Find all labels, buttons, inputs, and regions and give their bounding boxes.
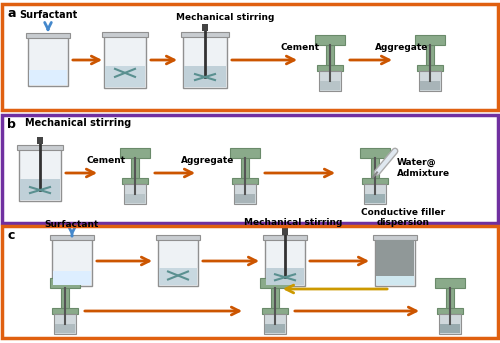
FancyBboxPatch shape bbox=[120, 148, 150, 158]
FancyBboxPatch shape bbox=[426, 45, 434, 65]
FancyBboxPatch shape bbox=[265, 236, 305, 286]
FancyBboxPatch shape bbox=[373, 235, 417, 240]
Text: a: a bbox=[7, 7, 16, 20]
Text: Aggregate: Aggregate bbox=[376, 43, 428, 52]
FancyBboxPatch shape bbox=[104, 33, 146, 87]
FancyBboxPatch shape bbox=[282, 228, 288, 235]
Text: Surfactant: Surfactant bbox=[19, 10, 77, 20]
FancyBboxPatch shape bbox=[102, 32, 148, 36]
FancyBboxPatch shape bbox=[17, 144, 63, 150]
FancyBboxPatch shape bbox=[262, 308, 288, 314]
Text: Cement: Cement bbox=[86, 156, 126, 165]
FancyBboxPatch shape bbox=[417, 65, 443, 71]
FancyBboxPatch shape bbox=[260, 278, 290, 288]
FancyBboxPatch shape bbox=[360, 148, 390, 158]
FancyBboxPatch shape bbox=[263, 235, 307, 240]
FancyBboxPatch shape bbox=[181, 32, 229, 36]
Text: Cement: Cement bbox=[280, 43, 320, 52]
FancyBboxPatch shape bbox=[371, 158, 379, 178]
FancyBboxPatch shape bbox=[28, 34, 68, 86]
FancyBboxPatch shape bbox=[446, 288, 454, 308]
FancyBboxPatch shape bbox=[315, 35, 345, 45]
FancyBboxPatch shape bbox=[365, 194, 385, 203]
FancyBboxPatch shape bbox=[362, 178, 388, 184]
FancyBboxPatch shape bbox=[364, 184, 386, 204]
FancyBboxPatch shape bbox=[54, 314, 76, 334]
FancyBboxPatch shape bbox=[125, 194, 145, 203]
FancyBboxPatch shape bbox=[319, 71, 341, 91]
FancyBboxPatch shape bbox=[53, 271, 91, 285]
FancyBboxPatch shape bbox=[122, 178, 148, 184]
FancyBboxPatch shape bbox=[376, 275, 414, 285]
FancyBboxPatch shape bbox=[124, 184, 146, 204]
FancyBboxPatch shape bbox=[202, 24, 208, 31]
FancyBboxPatch shape bbox=[29, 70, 67, 85]
FancyBboxPatch shape bbox=[159, 268, 197, 285]
FancyBboxPatch shape bbox=[419, 71, 441, 91]
FancyBboxPatch shape bbox=[19, 145, 61, 201]
FancyBboxPatch shape bbox=[156, 235, 200, 240]
FancyBboxPatch shape bbox=[265, 324, 285, 333]
Text: Surfactant: Surfactant bbox=[45, 220, 99, 229]
FancyBboxPatch shape bbox=[37, 137, 43, 143]
FancyBboxPatch shape bbox=[20, 179, 60, 200]
FancyBboxPatch shape bbox=[440, 324, 460, 333]
Text: Conductive filler
dispersion: Conductive filler dispersion bbox=[361, 208, 445, 227]
FancyBboxPatch shape bbox=[437, 308, 463, 314]
FancyBboxPatch shape bbox=[55, 324, 75, 333]
Text: c: c bbox=[7, 229, 14, 242]
FancyBboxPatch shape bbox=[184, 66, 226, 86]
FancyBboxPatch shape bbox=[317, 65, 343, 71]
FancyBboxPatch shape bbox=[230, 148, 260, 158]
FancyBboxPatch shape bbox=[435, 278, 465, 288]
FancyBboxPatch shape bbox=[241, 158, 249, 178]
Text: Mechanical stirring: Mechanical stirring bbox=[176, 13, 274, 22]
FancyBboxPatch shape bbox=[26, 33, 70, 38]
Text: Water@
Admixture: Water@ Admixture bbox=[397, 158, 450, 178]
FancyBboxPatch shape bbox=[415, 35, 445, 45]
Text: Mechanical stirring: Mechanical stirring bbox=[244, 218, 342, 227]
FancyBboxPatch shape bbox=[183, 33, 227, 87]
FancyBboxPatch shape bbox=[50, 235, 94, 240]
FancyBboxPatch shape bbox=[52, 236, 92, 286]
FancyBboxPatch shape bbox=[420, 81, 440, 90]
Text: Aggregate: Aggregate bbox=[182, 156, 234, 165]
FancyBboxPatch shape bbox=[52, 308, 78, 314]
FancyBboxPatch shape bbox=[264, 314, 286, 334]
FancyBboxPatch shape bbox=[131, 158, 139, 178]
FancyBboxPatch shape bbox=[320, 81, 340, 90]
FancyBboxPatch shape bbox=[376, 240, 414, 276]
Text: b: b bbox=[7, 118, 16, 131]
FancyBboxPatch shape bbox=[61, 288, 69, 308]
FancyBboxPatch shape bbox=[158, 236, 198, 286]
Text: Mechanical stirring: Mechanical stirring bbox=[25, 118, 131, 128]
FancyBboxPatch shape bbox=[375, 236, 415, 286]
FancyBboxPatch shape bbox=[235, 194, 255, 203]
FancyBboxPatch shape bbox=[271, 288, 279, 308]
FancyBboxPatch shape bbox=[266, 268, 304, 285]
FancyBboxPatch shape bbox=[439, 314, 461, 334]
FancyBboxPatch shape bbox=[234, 184, 256, 204]
FancyBboxPatch shape bbox=[50, 278, 80, 288]
FancyBboxPatch shape bbox=[232, 178, 258, 184]
FancyBboxPatch shape bbox=[326, 45, 334, 65]
FancyBboxPatch shape bbox=[105, 66, 145, 86]
